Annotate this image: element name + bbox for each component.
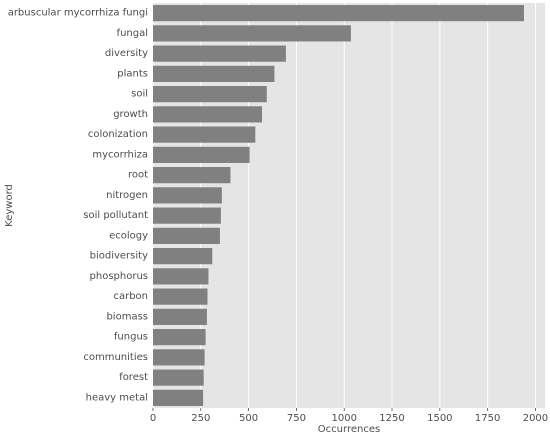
bar-15 (153, 308, 207, 325)
y-tick-label-7: mycorrhiza (92, 149, 148, 160)
y-axis-label: Keyword (4, 184, 15, 227)
y-tick-label-9: nitrogen (106, 190, 148, 201)
y-tick-label-12: biodiversity (90, 251, 148, 262)
y-tick-label-18: forest (119, 372, 148, 383)
y-tick-label-19: heavy metal (86, 392, 148, 403)
bar-16 (153, 329, 206, 346)
y-tick-label-0: arbuscular mycorrhiza fungi (8, 8, 148, 19)
x-tick-label-6: 1500 (427, 413, 452, 424)
x-tick-label-5: 1250 (379, 413, 404, 424)
y-tick-label-17: communities (83, 352, 148, 363)
x-tick-label-1: 250 (191, 413, 210, 424)
y-tick-label-13: phosphorus (90, 271, 148, 282)
bar-17 (153, 349, 205, 366)
bar-8 (153, 167, 231, 184)
x-tick-label-3: 750 (287, 413, 306, 424)
y-tick-label-6: colonization (88, 129, 148, 140)
bar-13 (153, 268, 209, 285)
x-tick-label-4: 1000 (331, 413, 356, 424)
bar-19 (153, 389, 204, 406)
bar-9 (153, 187, 222, 204)
x-tick-label-2: 500 (239, 413, 258, 424)
bar-12 (153, 248, 213, 265)
y-tick-label-4: soil (131, 89, 148, 100)
x-tick-label-8: 2000 (523, 413, 548, 424)
bar-0 (153, 5, 524, 22)
bar-1 (153, 25, 351, 42)
y-tick-label-15: biomass (106, 311, 148, 322)
y-tick-label-1: fungal (117, 28, 148, 39)
bar-4 (153, 86, 267, 103)
y-tick-label-5: growth (113, 109, 148, 120)
y-tick-label-14: carbon (113, 291, 148, 302)
bar-18 (153, 369, 204, 386)
y-tick-label-2: diversity (105, 48, 148, 59)
bar-3 (153, 65, 275, 82)
y-tick-label-11: ecology (109, 230, 148, 241)
bar-5 (153, 106, 262, 123)
y-tick-label-10: soil pollutant (83, 210, 148, 221)
bars (153, 5, 524, 406)
x-tick-labels: 0 250 500 750 1000 1250 1500 1750 2000 (150, 408, 548, 424)
y-tick-labels: arbuscular mycorrhiza fungi fungal diversi… (8, 8, 148, 404)
plot-area (153, 3, 545, 408)
y-tick-label-16: fungus (114, 332, 148, 343)
x-tick-label-7: 1750 (475, 413, 500, 424)
y-tick-label-8: root (128, 170, 148, 181)
bar-14 (153, 288, 208, 305)
bar-11 (153, 227, 220, 244)
x-axis-label: Occurrences (318, 424, 380, 435)
x-tick-label-0: 0 (150, 413, 156, 424)
bar-2 (153, 45, 286, 62)
bar-7 (153, 146, 250, 163)
y-tick-label-3: plants (117, 68, 148, 79)
bar-10 (153, 207, 221, 224)
bar-6 (153, 126, 256, 143)
